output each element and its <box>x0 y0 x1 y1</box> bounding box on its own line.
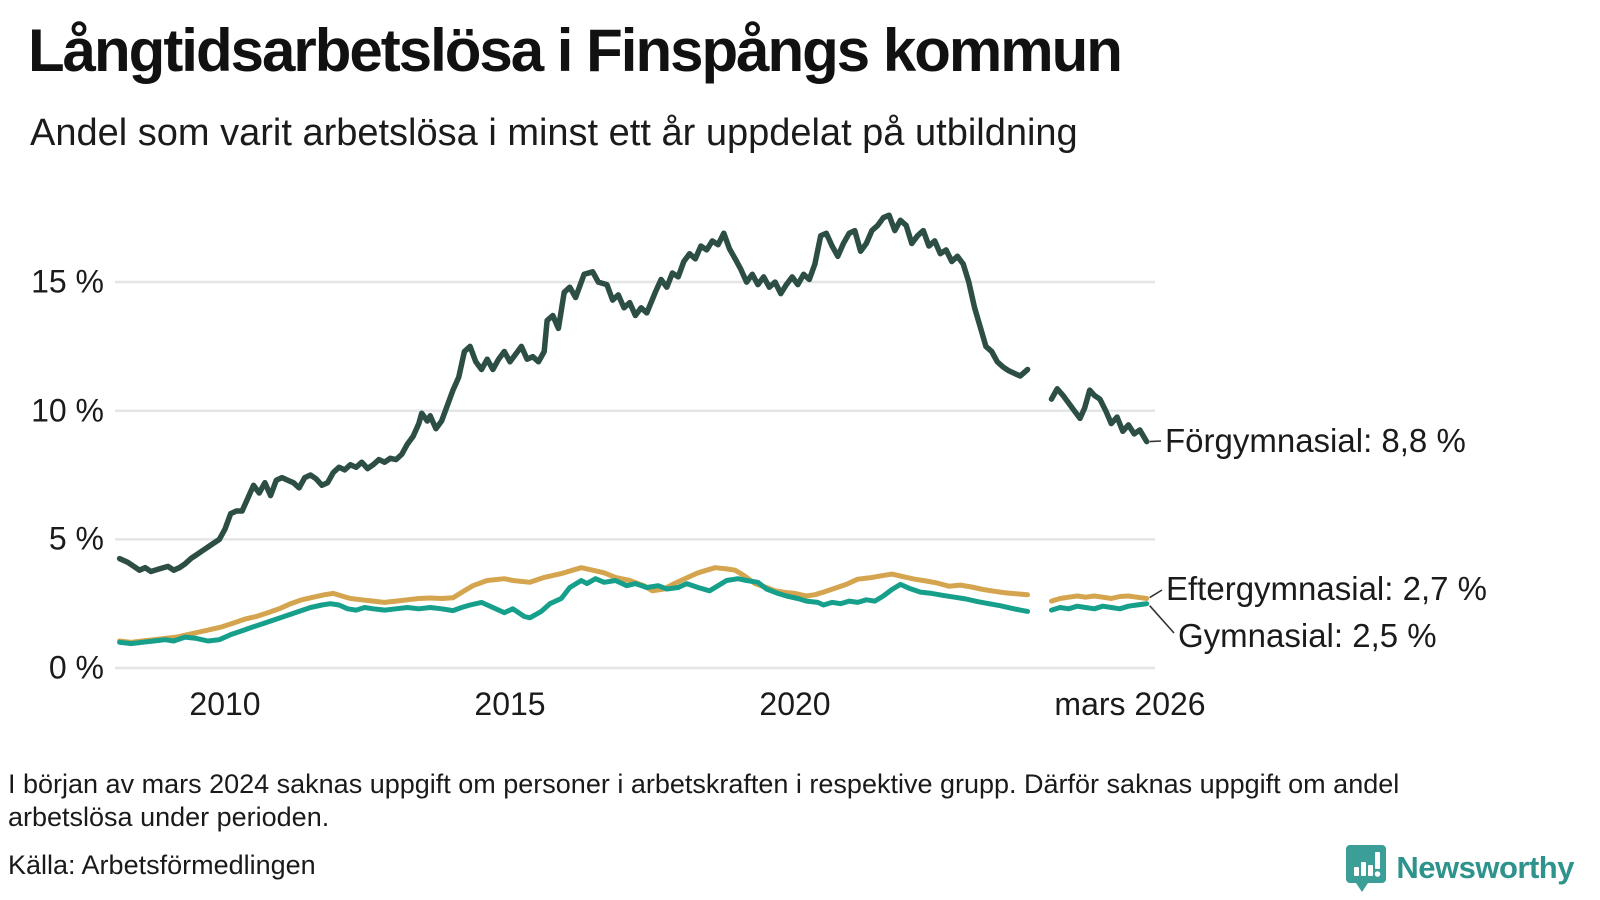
y-tick-label-10: 10 % <box>31 392 104 429</box>
end-label-connector-eftergymnasial <box>1149 589 1163 599</box>
y-tick-label-15: 15 % <box>31 263 104 300</box>
end-label-connector-gymnasial <box>1149 605 1175 634</box>
end-label-connector-förgymnasial <box>1149 440 1162 443</box>
series-end-label-forgymnasial: Förgymnasial: 8,8 % <box>1165 422 1466 459</box>
series-line-gymnasial-seg1 <box>117 576 1031 647</box>
series-line-förgymnasial-seg2 <box>1048 386 1150 445</box>
series-end-label-gymnasial: Gymnasial: 2,5 % <box>1178 617 1437 654</box>
series-line-eftergymnasial-seg2 <box>1049 593 1150 604</box>
newsworthy-bubble-icon <box>1346 845 1387 892</box>
x-tick-label-2020: 2020 <box>759 686 831 722</box>
y-tick-label-5: 5 % <box>48 520 104 557</box>
series-line-gymnasial-seg2 <box>1049 601 1150 613</box>
newsworthy-logo: Newsworthy <box>1345 842 1574 894</box>
page-subtitle: Andel som varit arbetslösa i minst ett å… <box>30 112 1078 154</box>
series-end-label-eftergymnasial: Eftergymnasial: 2,7 % <box>1166 570 1487 607</box>
series-line-eftergymnasial-seg1 <box>117 565 1031 645</box>
source-attribution: Källa: Arbetsförmedlingen <box>8 850 316 880</box>
x-tick-label-2010: 2010 <box>189 686 261 722</box>
page-title: Långtidsarbetslösa i Finspångs kommun <box>28 17 1123 84</box>
chart-footnote: I början av mars 2024 saknas uppgift om … <box>8 769 1400 832</box>
y-tick-label-0: 0 % <box>48 649 104 686</box>
newsworthy-logo-text: Newsworthy <box>1396 850 1574 885</box>
x-tick-label-mars-2026: mars 2026 <box>1054 686 1206 722</box>
x-tick-label-2015: 2015 <box>474 686 546 722</box>
series-line-förgymnasial-seg1 <box>116 212 1031 575</box>
